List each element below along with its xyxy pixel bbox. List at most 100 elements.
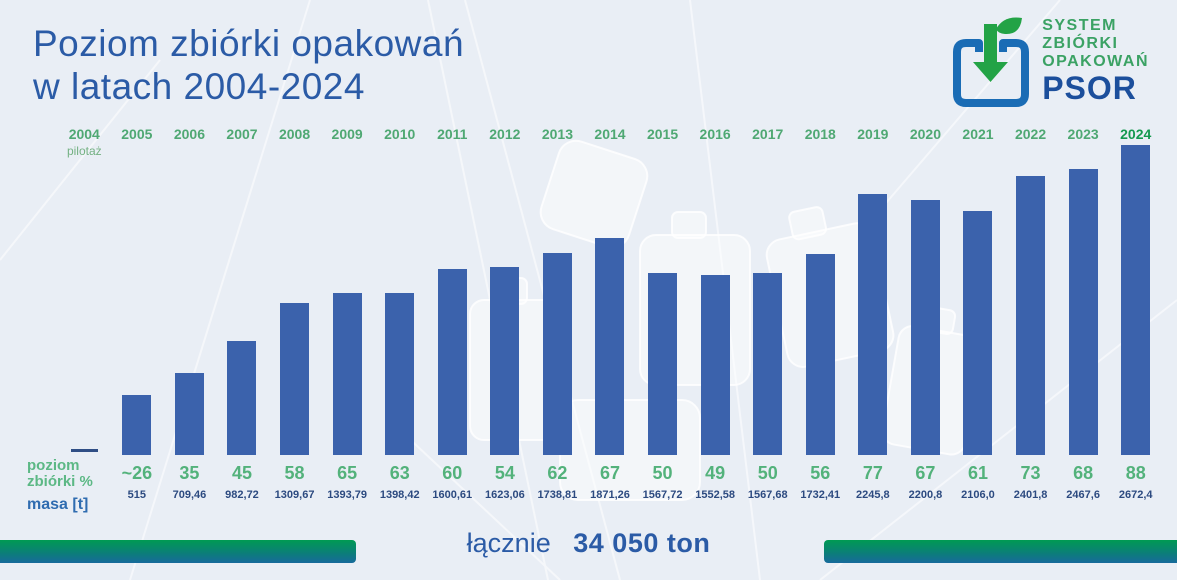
years-row: 2004 pilotaż 2005 2006 2007 2008 2009 2010 2011 2… (58, 126, 1162, 158)
footer-accent-bar-left (0, 540, 356, 563)
percent-value: 35 (179, 462, 200, 483)
year-label: 2022 (1014, 126, 1047, 142)
percent-value: 67 (599, 462, 620, 483)
percent-value: 50 (652, 462, 673, 483)
year-label: 2013 (541, 126, 573, 142)
percent-value: 54 (494, 462, 515, 483)
logo-line-system: SYSTEM (1042, 16, 1117, 34)
percent-value: 62 (547, 462, 568, 483)
page-title: Poziom zbiórki opakowań w latach 2004-20… (33, 22, 464, 109)
bar (910, 200, 940, 455)
bar (332, 293, 362, 455)
psor-logo-text: SYSTEM ZBIÓRKI OPAKOWAŃ PSOR (1042, 17, 1149, 108)
year-label: 2004 (68, 126, 100, 142)
psor-logo-icon (953, 17, 1030, 107)
mass-value: 982,72 (225, 489, 259, 501)
percent-value: 77 (862, 462, 883, 483)
percent-value: 58 (284, 462, 305, 483)
total-value: 34 050 ton (573, 528, 711, 558)
mass-value: 1393,79 (327, 489, 368, 501)
mass-value: 2106,0 (961, 489, 995, 501)
percent-value: 88 (1125, 462, 1146, 483)
bar (805, 254, 835, 455)
year-label: 2010 (384, 126, 416, 142)
mass-value: 1623,06 (484, 489, 525, 501)
total-summary: łącznie 34 050 ton (0, 528, 1177, 559)
year-label: 2009 (331, 126, 363, 142)
percent-value: 67 (915, 462, 936, 483)
bar (227, 341, 257, 455)
row-labels: poziom zbiórki % masa [t] (27, 458, 93, 514)
mass-value: 1871,26 (590, 489, 630, 501)
year-label: 2015 (646, 126, 679, 142)
logo-psor-wordmark: PSOR (1042, 70, 1137, 107)
percent-values-row: ~26 35 45 58 65 63 60 54 62 67 50 49 50 56 77 67 61 73 68 8… (58, 462, 1162, 484)
logo-line-opakowan: OPAKOWAŃ (1042, 52, 1149, 70)
percent-value: ~26 (121, 462, 153, 483)
percent-value: 56 (810, 462, 831, 483)
percent-value: 63 (389, 462, 410, 483)
mass-value: 1309,67 (274, 489, 315, 501)
year-label: 2007 (226, 126, 258, 142)
bar (542, 253, 572, 455)
percent-value: 60 (442, 462, 463, 483)
pilot-sublabel: pilotaż (66, 144, 102, 158)
arrow-down-icon (973, 24, 1009, 82)
logo-line-zbiorki: ZBIÓRKI (1042, 34, 1119, 52)
mass-value: 709,46 (172, 489, 207, 501)
year-label: 2012 (489, 126, 521, 142)
percent-value: 65 (337, 462, 358, 483)
bar (1121, 145, 1151, 455)
page-title-line2: w latach 2004-2024 (33, 66, 365, 108)
bar (963, 211, 993, 455)
bar (753, 273, 783, 455)
year-label: 2016 (699, 126, 731, 142)
percent-value: 45 (231, 462, 252, 483)
mass-row-label: masa [t] (27, 495, 89, 513)
year-label: 2008 (278, 126, 311, 142)
percent-value: 68 (1073, 462, 1094, 483)
bar (490, 267, 520, 455)
mass-value: 1398,42 (379, 489, 420, 501)
year-label: 2017 (752, 126, 784, 142)
psor-logo: SYSTEM ZBIÓRKI OPAKOWAŃ PSOR (950, 16, 1149, 108)
percent-value: 50 (757, 462, 778, 483)
mass-value: 1567,72 (642, 489, 683, 501)
year-label: 2011 (437, 126, 468, 142)
mass-value: 2672,4 (1118, 489, 1153, 501)
mass-value: 1552,58 (695, 489, 736, 501)
percent-value: 73 (1020, 462, 1041, 483)
page-title-line1: Poziom zbiórki opakowań (33, 23, 465, 64)
year-label: 2019 (857, 126, 889, 142)
bar (437, 269, 467, 455)
box-icon (953, 39, 1030, 107)
year-label: 2023 (1067, 126, 1099, 142)
bar (174, 373, 204, 455)
year-label: 2006 (173, 126, 205, 142)
footer-accent-bar-right (824, 540, 1177, 563)
percent-value: 61 (967, 462, 988, 483)
year-label: 2018 (804, 126, 836, 142)
mass-values-row: 515 709,46 982,72 1309,67 1393,79 1398,42 1600… (58, 488, 1162, 502)
bar (648, 273, 678, 455)
year-label: 2024 (1120, 126, 1152, 142)
mass-value: 1600,61 (432, 489, 473, 501)
leaf-icon (996, 17, 1023, 35)
mass-value: 1732,41 (800, 489, 841, 501)
year-label: 2014 (594, 126, 626, 142)
year-label: 2021 (962, 126, 994, 142)
percent-value: 49 (705, 462, 726, 483)
mass-value: 2245,8 (856, 489, 890, 501)
bar (385, 293, 415, 455)
bars-row (58, 145, 1162, 455)
bar (280, 303, 310, 455)
mass-value: 2467,6 (1066, 489, 1100, 501)
year-label: 2020 (909, 126, 941, 142)
mass-value: 2200,8 (908, 489, 943, 501)
bar (1016, 176, 1046, 455)
total-label: łącznie (466, 528, 551, 558)
bar (595, 238, 625, 455)
percent-row-label: poziom zbiórki % (27, 457, 93, 490)
mass-value: 1567,68 (747, 489, 788, 501)
